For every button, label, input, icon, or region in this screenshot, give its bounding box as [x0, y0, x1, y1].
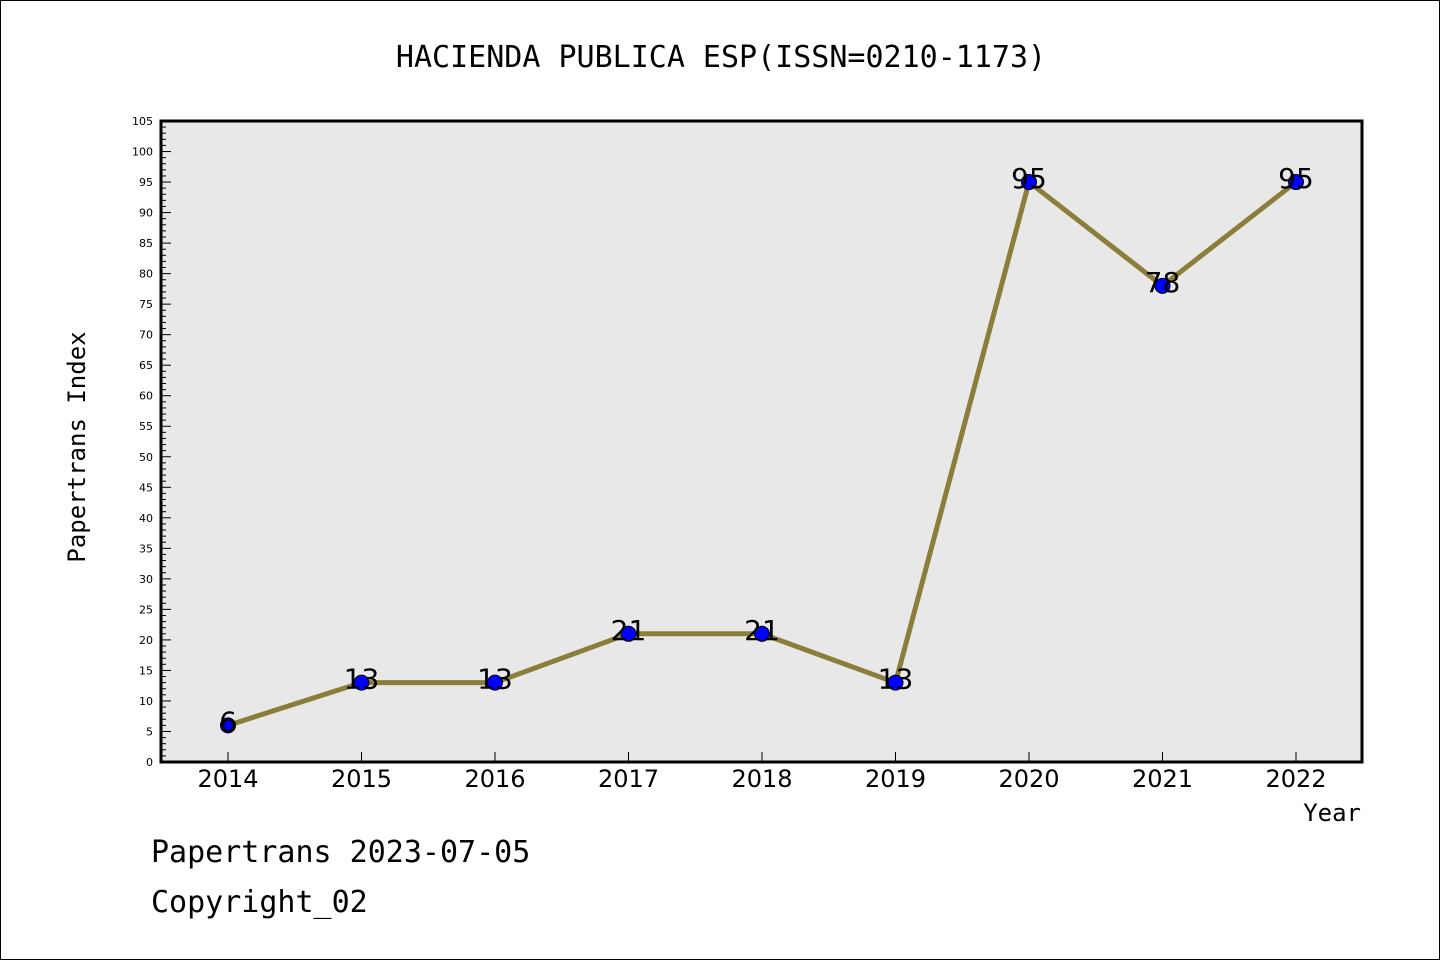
y-tick-label: 0 [146, 756, 153, 769]
y-tick-label: 85 [139, 237, 153, 250]
x-axis-ticks: 2014 2015 2016 2017 2018 2019 2020 2021 2022 [197, 752, 1327, 793]
y-tick-label: 90 [139, 207, 153, 220]
y-tick-label: 75 [139, 298, 153, 311]
data-point [220, 717, 236, 734]
y-tick-label: 5 [146, 725, 153, 738]
data-point [887, 674, 904, 691]
data-label: 13 [878, 663, 914, 696]
y-tick-label: 105 [132, 115, 153, 128]
y-tick-label: 20 [139, 634, 153, 647]
y-tick-label: 55 [139, 420, 153, 433]
y-tick-label: 80 [139, 268, 153, 281]
x-tick-label: 2019 [865, 765, 926, 793]
data-label: 21 [611, 614, 647, 647]
data-point [1021, 174, 1037, 191]
data-label: 95 [1011, 162, 1047, 195]
x-tick-label: 2015 [331, 765, 392, 793]
data-label: 13 [344, 663, 380, 696]
data-point [1154, 277, 1171, 294]
footer-date: Papertrans 2023-07-05 [151, 835, 531, 870]
y-tick-label: 70 [139, 329, 153, 342]
data-point [487, 674, 503, 691]
y-tick-label: 30 [139, 573, 153, 586]
y-tick-label: 65 [139, 359, 153, 372]
data-point [1288, 174, 1304, 191]
data-point [754, 625, 770, 642]
x-tick-label: 2017 [598, 765, 659, 793]
footer-copyright: Copyright_02 [151, 885, 368, 920]
x-axis-label: Year [1303, 799, 1361, 827]
y-tick-label: 25 [139, 603, 153, 616]
y-tick-label: 35 [139, 542, 153, 555]
y-tick-label: 10 [139, 695, 153, 708]
y-tick-label: 40 [139, 512, 153, 525]
y-tick-label: 95 [139, 176, 153, 189]
x-tick-label: 2022 [1265, 765, 1326, 793]
data-point [620, 625, 637, 642]
x-tick-label: 2016 [464, 765, 525, 793]
x-tick-label: 2014 [197, 765, 258, 793]
data-point [353, 674, 370, 691]
chart-title: HACIENDA PUBLICA ESP(ISSN=0210-1173) [396, 40, 1046, 75]
y-axis-ticks: 0 5 10 15 20 25 30 35 40 45 50 55 60 65 70 75 80 85 90 95 10… [132, 115, 171, 769]
data-label: 78 [1145, 266, 1181, 299]
y-tick-label: 60 [139, 390, 153, 403]
series-markers [220, 174, 1304, 734]
y-tick-label: 15 [139, 664, 153, 677]
data-label: 21 [744, 614, 780, 647]
x-tick-label: 2018 [731, 765, 792, 793]
plot-border [159, 119, 1364, 764]
data-label: 95 [1278, 162, 1314, 195]
x-tick-label: 2021 [1132, 765, 1193, 793]
y-tick-label: 100 [132, 146, 153, 159]
y-tick-label: 50 [139, 451, 153, 464]
data-label: 6 [219, 705, 237, 738]
data-labels: 6 13 13 21 21 13 95 78 95 [219, 162, 1314, 738]
data-label: 13 [477, 663, 513, 696]
plot-area [161, 121, 1362, 762]
y-tick-label: 45 [139, 481, 153, 494]
y-axis-label: Papertrans Index [63, 331, 91, 562]
x-tick-label: 2020 [998, 765, 1059, 793]
